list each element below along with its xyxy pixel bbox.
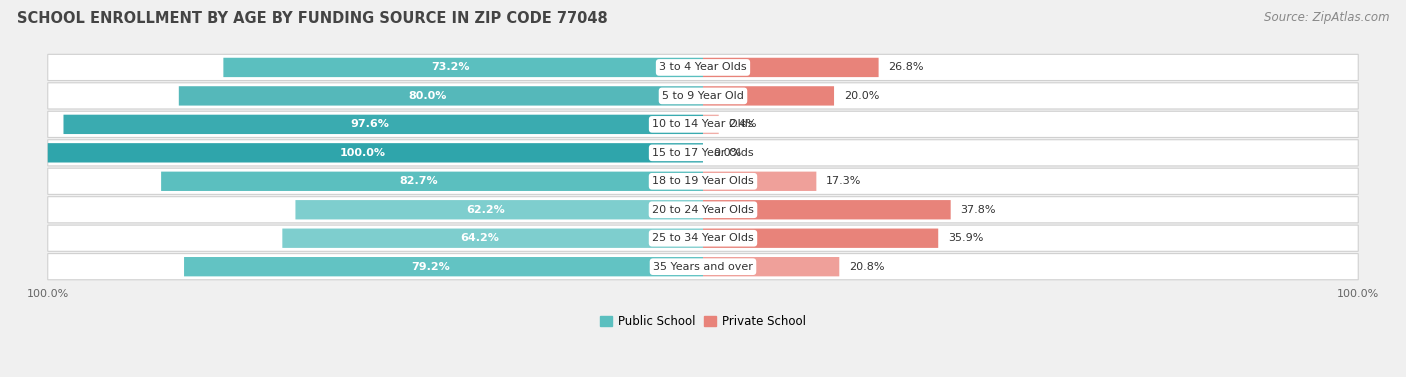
Text: 73.2%: 73.2% [430,63,470,72]
Text: 37.8%: 37.8% [960,205,995,215]
Text: 79.2%: 79.2% [411,262,450,272]
FancyBboxPatch shape [703,228,938,248]
FancyBboxPatch shape [184,257,703,276]
Text: 2.4%: 2.4% [728,120,756,129]
FancyBboxPatch shape [224,58,703,77]
FancyBboxPatch shape [48,143,703,162]
Text: 35.9%: 35.9% [948,233,983,243]
Text: 26.8%: 26.8% [889,63,924,72]
FancyBboxPatch shape [48,140,1358,166]
FancyBboxPatch shape [48,168,1358,195]
Text: 18 to 19 Year Olds: 18 to 19 Year Olds [652,176,754,186]
FancyBboxPatch shape [703,172,817,191]
FancyBboxPatch shape [703,86,834,106]
Text: 25 to 34 Year Olds: 25 to 34 Year Olds [652,233,754,243]
Legend: Public School, Private School: Public School, Private School [596,311,810,331]
Text: 20.8%: 20.8% [849,262,884,272]
FancyBboxPatch shape [162,172,703,191]
Text: 62.2%: 62.2% [467,205,506,215]
FancyBboxPatch shape [48,254,1358,280]
Text: 64.2%: 64.2% [460,233,499,243]
FancyBboxPatch shape [63,115,703,134]
Text: 20 to 24 Year Olds: 20 to 24 Year Olds [652,205,754,215]
FancyBboxPatch shape [179,86,703,106]
FancyBboxPatch shape [48,225,1358,251]
Text: 15 to 17 Year Olds: 15 to 17 Year Olds [652,148,754,158]
Text: 3 to 4 Year Olds: 3 to 4 Year Olds [659,63,747,72]
FancyBboxPatch shape [48,54,1358,81]
FancyBboxPatch shape [703,257,839,276]
FancyBboxPatch shape [48,197,1358,223]
Text: SCHOOL ENROLLMENT BY AGE BY FUNDING SOURCE IN ZIP CODE 77048: SCHOOL ENROLLMENT BY AGE BY FUNDING SOUR… [17,11,607,26]
FancyBboxPatch shape [48,83,1358,109]
FancyBboxPatch shape [48,111,1358,138]
Text: 0.0%: 0.0% [713,148,741,158]
FancyBboxPatch shape [703,58,879,77]
Text: 17.3%: 17.3% [827,176,862,186]
Text: 35 Years and over: 35 Years and over [652,262,754,272]
FancyBboxPatch shape [703,115,718,134]
Text: 100.0%: 100.0% [339,148,385,158]
FancyBboxPatch shape [703,200,950,219]
Text: 20.0%: 20.0% [844,91,879,101]
Text: 5 to 9 Year Old: 5 to 9 Year Old [662,91,744,101]
Text: 10 to 14 Year Olds: 10 to 14 Year Olds [652,120,754,129]
Text: 80.0%: 80.0% [409,91,447,101]
FancyBboxPatch shape [295,200,703,219]
FancyBboxPatch shape [283,228,703,248]
Text: 97.6%: 97.6% [350,120,389,129]
Text: Source: ZipAtlas.com: Source: ZipAtlas.com [1264,11,1389,24]
Text: 82.7%: 82.7% [399,176,439,186]
